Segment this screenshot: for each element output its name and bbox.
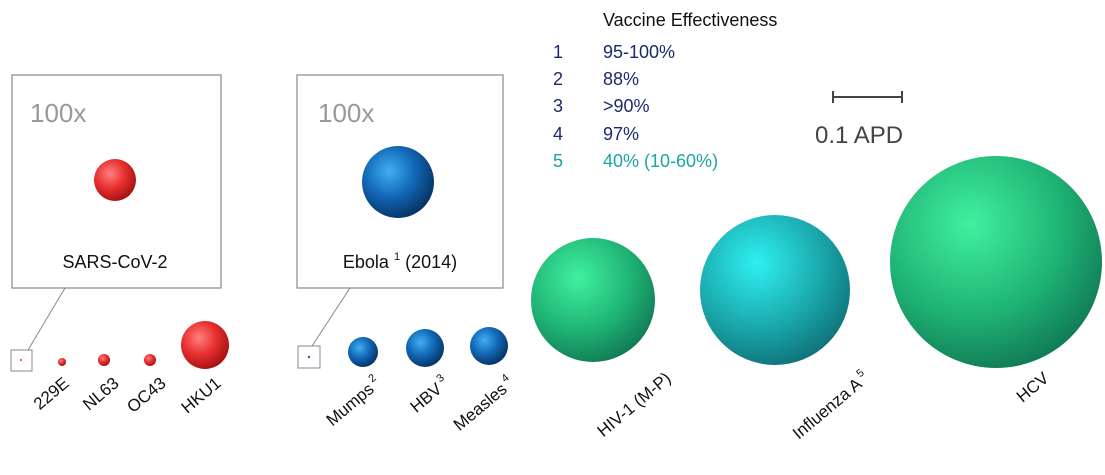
sphere [58,358,66,366]
legend-number: 1 [553,42,563,62]
connector [28,288,65,350]
virus-label: Mumps2 [321,372,384,430]
scale-label: 0.1 APD [815,122,903,149]
virus-name: OC43 [123,374,169,417]
sphere [181,321,229,369]
inset-label: SARS-CoV-2 [62,252,167,272]
inset-label-suffix: (2014) [405,252,457,272]
sphere [406,329,444,367]
legend-text: 88% [603,69,639,89]
legend-number: 3 [553,96,563,116]
virus-name: HCV [1013,368,1053,406]
virus-label: NL63 [79,374,122,415]
virus-label: HBV3 [405,372,452,416]
virus-label: HCV [1013,368,1053,406]
inset-zoom: 100x [30,98,86,128]
virus-name: NL63 [79,374,122,415]
virus-label: HKU1 [178,374,225,418]
sphere [890,156,1102,368]
legend-number: 5 [553,151,563,171]
sphere [144,354,156,366]
legend-number: 2 [553,69,563,89]
connector [312,288,350,346]
superscript: 1 [394,251,400,263]
virus-label: HIV-1 (M-P) [594,369,675,441]
figure: Vaccine Effectiveness 1 95-100% 2 88% 3 … [0,0,1105,475]
inset-label: Ebola 1 (2014) [343,244,457,272]
sphere [308,356,310,358]
sphere [362,146,434,218]
sphere [20,359,22,361]
sphere [700,215,850,365]
sphere [470,327,508,365]
legend: 1 95-100% 2 88% 3 >90% 4 97% 5 40% (10-6… [553,42,718,171]
sphere [98,354,110,366]
legend-text: 40% (10-60%) [603,151,718,171]
virus-name: Measles [450,379,511,434]
virus-name: HIV-1 (M-P) [594,369,675,441]
virus-label: Measles4 [449,372,518,435]
legend-text: 97% [603,124,639,144]
virus-name: HBV [407,379,446,416]
legend-text: >90% [603,96,650,116]
inset-label-name: Ebola [343,252,390,272]
virus-label: Influenza A5 [788,367,873,443]
virus-name: Mumps [323,379,378,429]
sphere [94,159,136,201]
virus-name: Influenza A [789,374,866,443]
legend-text: 95-100% [603,42,675,62]
virus-name: 229E [30,374,73,414]
sphere [348,337,378,367]
virus-label: OC43 [123,374,169,417]
scale-bar [833,91,902,103]
virus-name: HKU1 [178,374,225,418]
sphere [531,238,655,362]
inset-zoom: 100x [318,98,374,128]
legend-number: 4 [553,124,563,144]
virus-label: 229E [30,374,73,414]
legend-title: Vaccine Effectiveness [603,10,777,30]
